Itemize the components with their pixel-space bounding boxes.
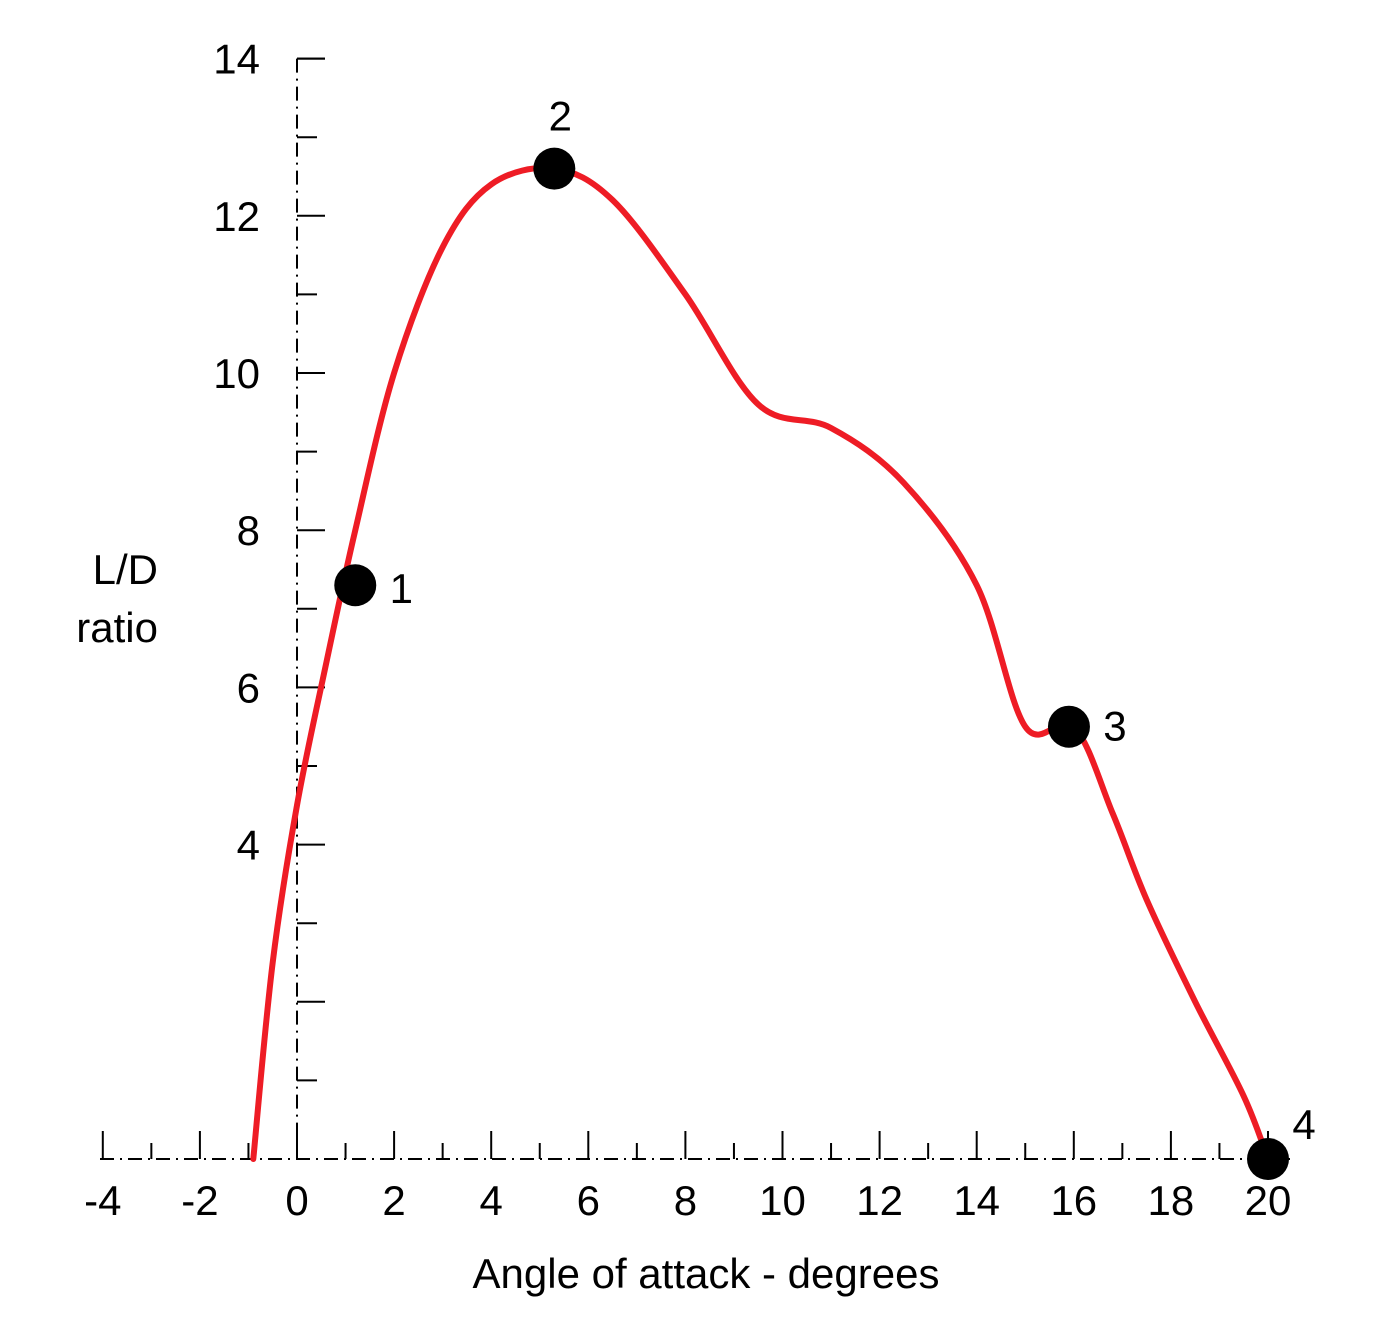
y-axis-title-line-2: ratio — [76, 604, 158, 651]
x-tick-label: 4 — [480, 1177, 503, 1224]
point-label-4: 4 — [1292, 1101, 1315, 1148]
y-ticks — [297, 57, 325, 1082]
series-line — [250, 165, 1271, 1162]
x-axis-title: Angle of attack - degrees — [473, 1250, 940, 1297]
x-tick-label: 2 — [382, 1177, 405, 1224]
point-label-1: 1 — [390, 565, 413, 612]
marked-points: 1 2 3 4 — [334, 93, 1316, 1180]
x-tick-label: 14 — [953, 1177, 1000, 1224]
y-axis-title-line-1: L/D — [93, 546, 158, 593]
data-point-2 — [533, 147, 576, 190]
point-label-3: 3 — [1103, 703, 1126, 750]
x-tick-label: 12 — [856, 1177, 903, 1224]
x-tick-label: 8 — [674, 1177, 697, 1224]
y-tick-label: 6 — [237, 664, 260, 711]
point-label-2: 2 — [549, 93, 572, 140]
x-ticks — [101, 1131, 1269, 1159]
x-tick-label: 18 — [1148, 1177, 1195, 1224]
x-tick-label: 16 — [1050, 1177, 1097, 1224]
x-tick-labels: -4 -2 0 2 4 6 8 10 12 14 16 18 20 — [84, 1177, 1291, 1224]
y-tick-label: 14 — [213, 36, 260, 83]
y-tick-label: 12 — [213, 193, 260, 240]
y-tick-label: 8 — [237, 507, 260, 554]
data-point-4 — [1247, 1138, 1289, 1180]
x-tick-label: -4 — [84, 1177, 121, 1224]
y-tick-label: 4 — [237, 822, 260, 869]
x-tick-label: 20 — [1245, 1177, 1292, 1224]
x-tick-label: -2 — [181, 1177, 218, 1224]
y-tick-labels: 4 6 8 10 12 14 — [213, 36, 260, 869]
data-point-3 — [1047, 705, 1090, 748]
y-tick-label: 10 — [213, 350, 260, 397]
x-tick-label: 6 — [577, 1177, 600, 1224]
data-point-1 — [334, 564, 377, 607]
x-tick-label: 10 — [759, 1177, 806, 1224]
x-tick-label: 0 — [285, 1177, 308, 1224]
